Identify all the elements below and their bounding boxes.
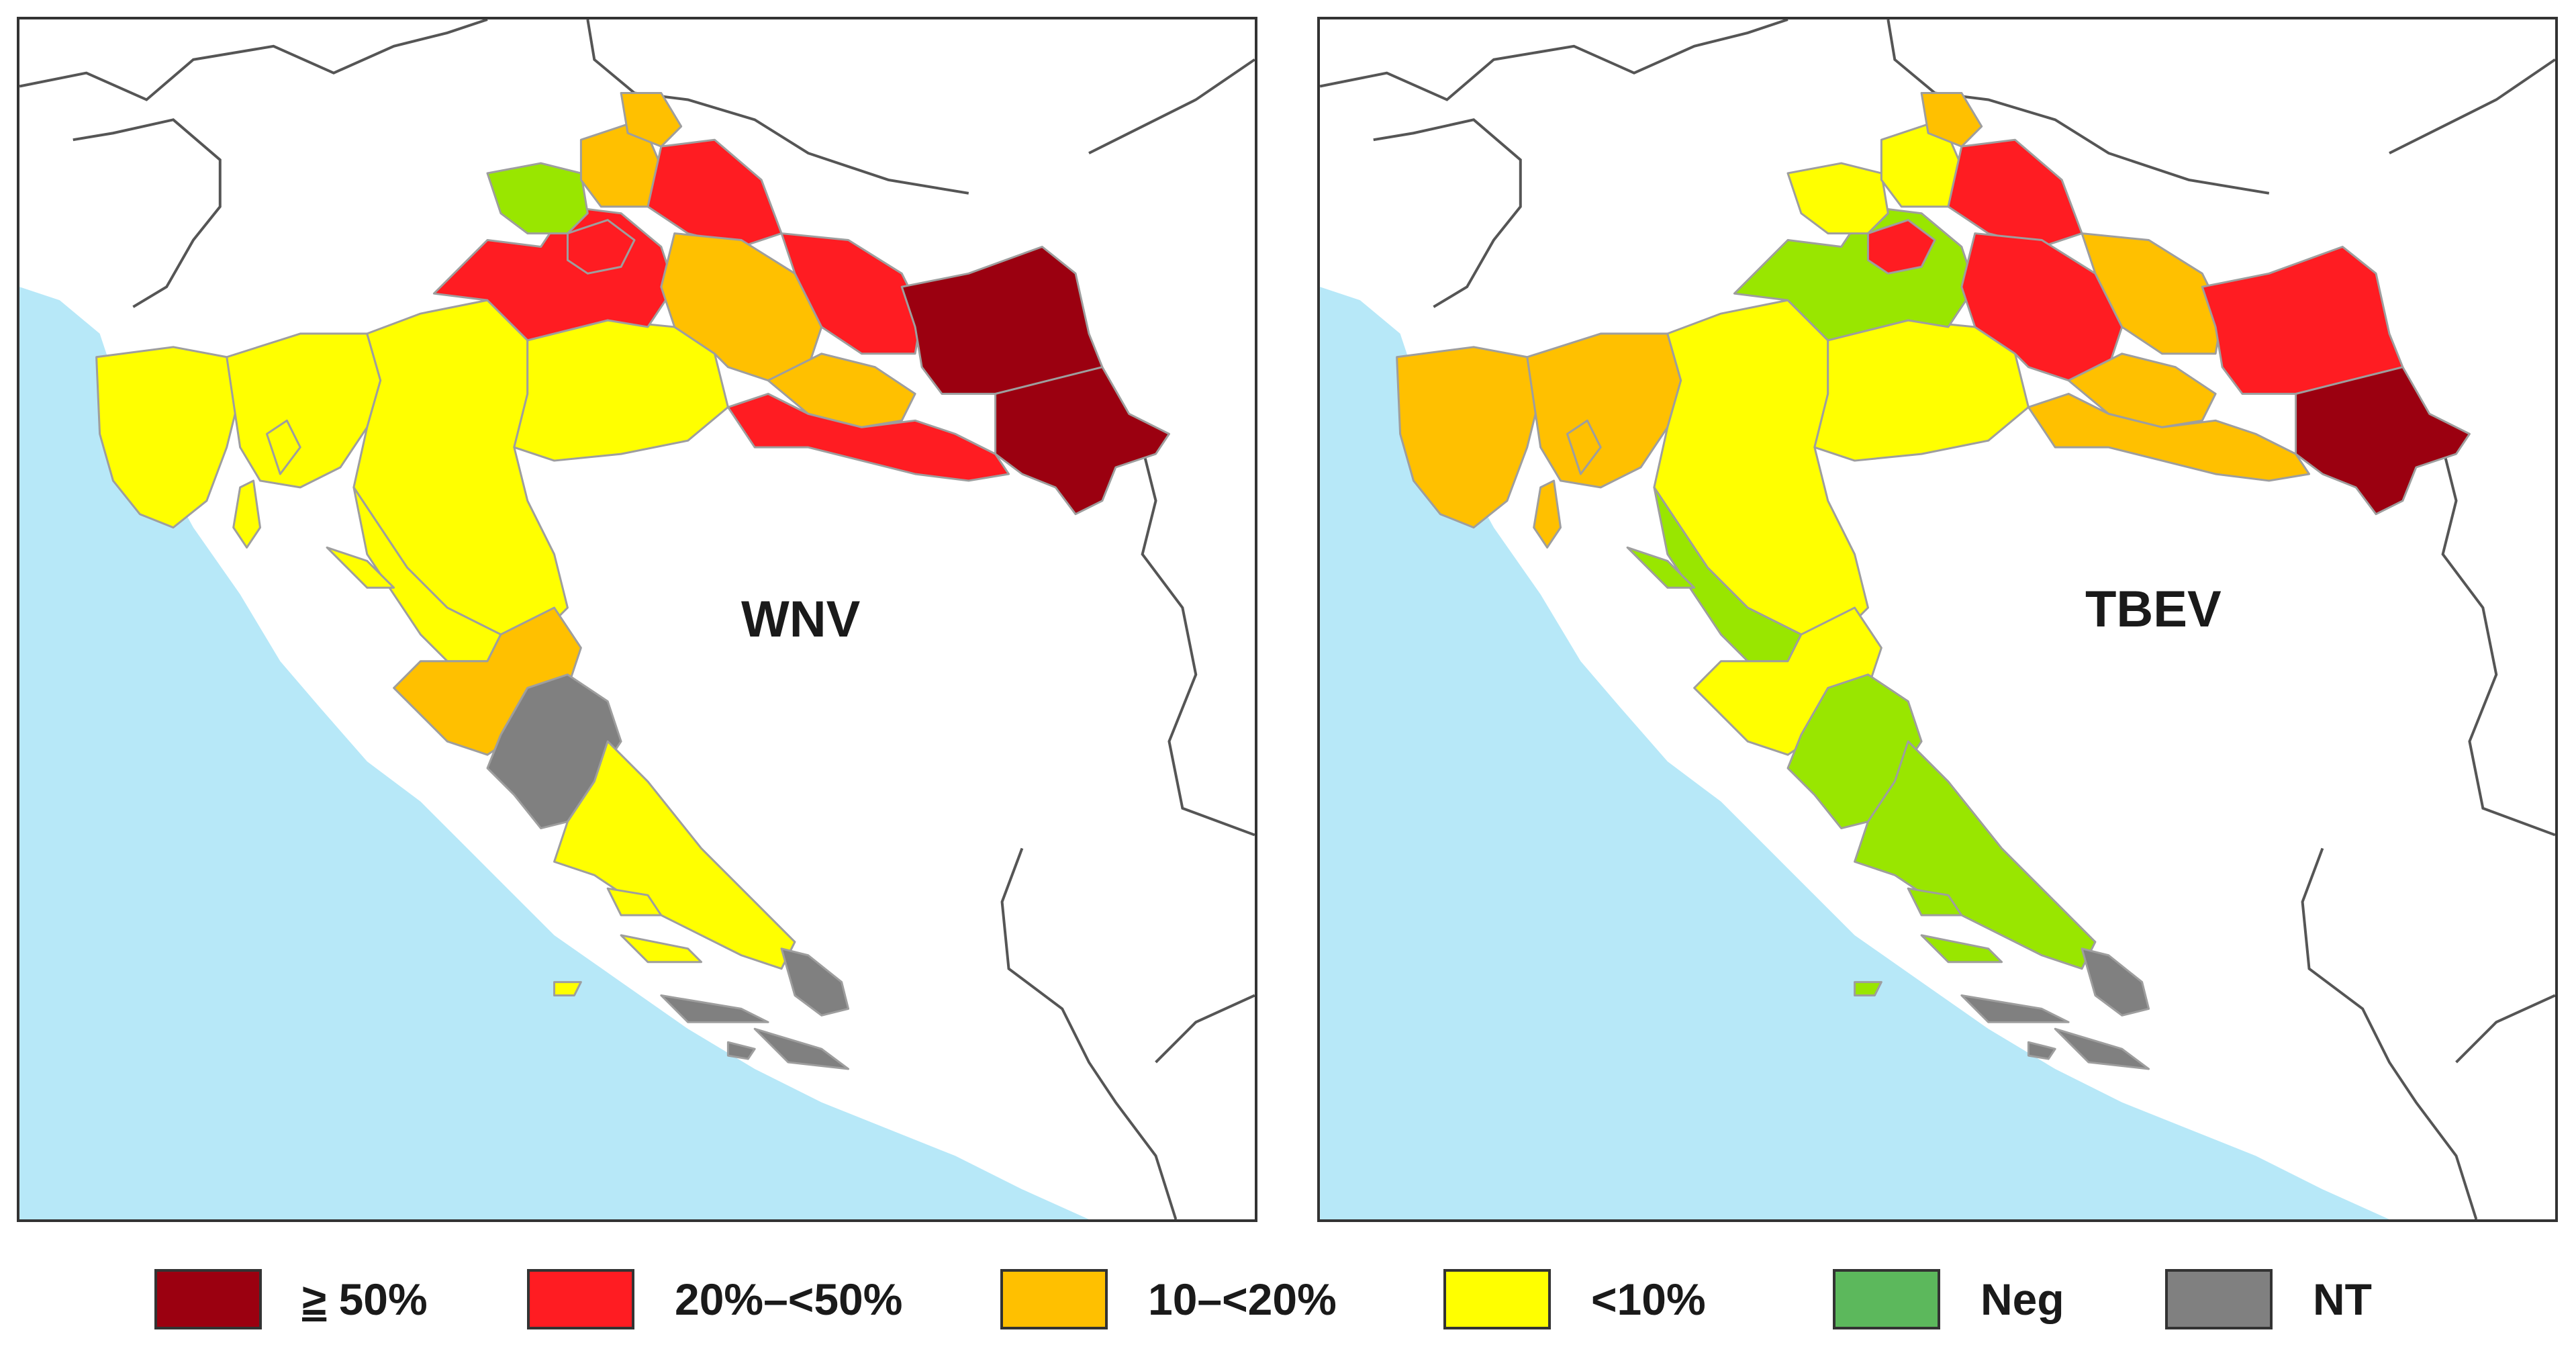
region-primorje	[1526, 332, 1682, 489]
island-hvar	[620, 934, 703, 964]
legend-label: 10–<20%	[1148, 1274, 1337, 1324]
island-pag	[326, 546, 395, 589]
adriatic-sea	[1320, 287, 2389, 1219]
region-zagreb-city	[1866, 219, 1936, 275]
region-medjimurje	[620, 92, 683, 148]
region-koprivnica	[647, 138, 783, 248]
region-zagreb-west	[513, 319, 729, 462]
legend-label: Neg	[1981, 1274, 2064, 1324]
legend-item-10-20: 10–<20%	[1000, 1262, 1337, 1336]
region-krapina	[1786, 162, 1889, 235]
region-istria	[95, 346, 242, 529]
island-krk	[1566, 419, 1602, 475]
region-brod	[726, 393, 1010, 482]
legend-item-neg: Neg	[1833, 1262, 2064, 1336]
legend-item-50-plus: ≥ 50%	[154, 1262, 428, 1336]
island-mljet	[753, 1027, 850, 1070]
region-krapina	[486, 162, 589, 235]
legend-item-under-10: <10%	[1443, 1262, 1706, 1336]
island-mljet	[2054, 1027, 2150, 1070]
region-koprivnica	[1947, 138, 2083, 248]
region-vukovar	[2295, 366, 2471, 516]
neighbor-borders	[19, 19, 1255, 1219]
wnv-regions	[95, 92, 1170, 1070]
tbev-map	[1320, 19, 2555, 1219]
region-istria	[1396, 346, 1542, 529]
neighbor-borders	[1320, 19, 2555, 1219]
legend: ≥ 50% 20%–<50% 10–<20% <10% Neg NT	[0, 1262, 2576, 1336]
adriatic-sea	[19, 287, 1089, 1219]
region-zagreb-city	[566, 219, 636, 275]
island-korcula	[660, 994, 769, 1023]
legend-swatch	[1000, 1269, 1108, 1329]
legend-swatch	[2165, 1269, 2273, 1329]
region-vukovar	[994, 366, 1170, 516]
legend-swatch	[1833, 1269, 1940, 1329]
legend-label: 20%–<50%	[675, 1274, 903, 1324]
region-medjimurje	[1920, 92, 1983, 148]
legend-swatch	[154, 1269, 262, 1329]
region-osijek	[900, 245, 1104, 395]
legend-swatch	[527, 1269, 634, 1329]
region-dubrovnik-south	[780, 947, 850, 1017]
region-zagreb-west	[1813, 319, 2030, 462]
legend-label: <10%	[1591, 1274, 1706, 1324]
legend-label: ≥ 50%	[302, 1274, 428, 1324]
island-brac	[1907, 887, 1963, 917]
wnv-map-panel: WNV	[17, 17, 1257, 1222]
island-vis	[553, 981, 582, 996]
island-lastovo	[726, 1041, 756, 1060]
island-brac	[606, 887, 663, 917]
tbev-regions	[1396, 92, 2471, 1070]
region-virovitica	[780, 232, 923, 355]
island-pag	[1626, 546, 1696, 589]
legend-label: NT	[2313, 1274, 2372, 1324]
region-dubrovnik-south	[2081, 947, 2150, 1017]
island-cres	[232, 479, 262, 549]
legend-swatch	[1443, 1269, 1551, 1329]
wnv-map-label: WNV	[741, 591, 861, 648]
region-virovitica	[2081, 232, 2224, 355]
region-dubrovnik-north	[553, 740, 796, 970]
island-korcula	[1960, 994, 2070, 1023]
legend-item-20-50: 20%–<50%	[527, 1262, 902, 1336]
wnv-map	[19, 19, 1255, 1219]
island-cres	[1533, 479, 1562, 549]
tbev-map-panel: TBEV	[1317, 17, 2558, 1222]
tbev-map-label: TBEV	[2085, 581, 2222, 638]
island-lastovo	[2027, 1041, 2056, 1060]
region-dubrovnik-north	[1854, 740, 2097, 970]
island-krk	[265, 419, 301, 475]
region-primorje	[226, 332, 382, 489]
region-brod	[2027, 393, 2311, 482]
island-vis	[1854, 981, 1882, 996]
legend-item-nt: NT	[2165, 1262, 2372, 1336]
island-hvar	[1920, 934, 2003, 964]
region-osijek	[2201, 245, 2404, 395]
